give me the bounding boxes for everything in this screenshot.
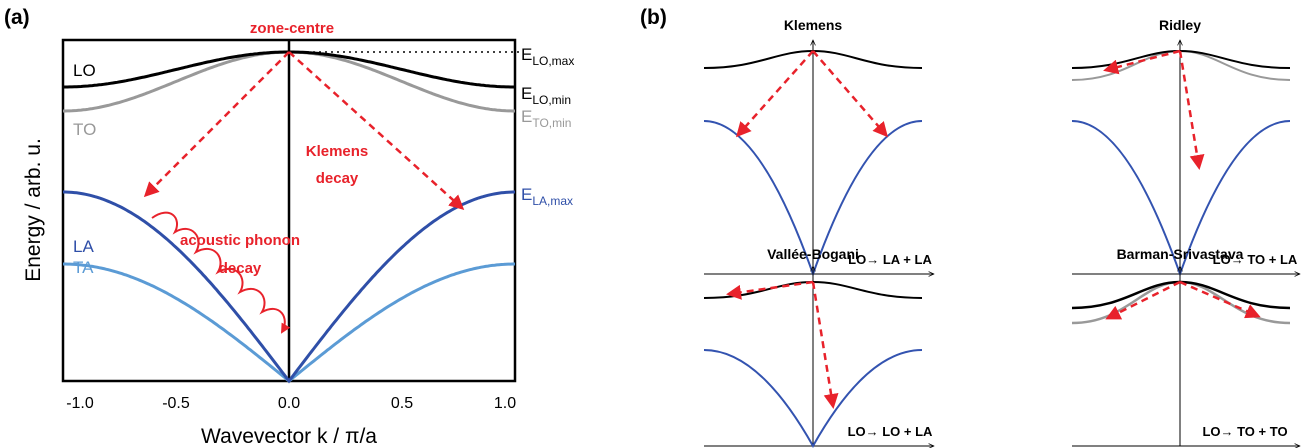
acoustic-branch-curve [703,349,923,448]
ta-branch-label: TA [73,258,94,277]
subpanel-vallee-bogani: Vallée-Bogani LO→ LO + LA [703,246,934,448]
lo-branch-curve [1071,280,1291,310]
e-lo-min-label: ELO,min [521,84,571,107]
to-branch-label: TO [73,120,96,139]
e-lo-max-label: ELO,max [521,45,574,68]
x-tick-label: 0.0 [278,395,300,412]
e-to-min-label: ETO,min [521,107,571,130]
x-tick-label: 1.0 [494,395,516,412]
decay-arrow [736,50,814,138]
decay-process-label: LO→ TO + LA [1213,252,1298,267]
klemens-arrow-right [288,51,465,211]
panel-b-label: (b) [640,6,667,29]
x-tick-label: -1.0 [66,395,94,412]
acoustic-decay-label-2: decay [219,260,262,277]
subpanel-klemens: Klemens LO→ LA + LA [703,17,934,278]
zone-centre-label: zone-centre [250,20,334,37]
decay-arrow [812,50,888,138]
panel-b: (b) Klemens LO→ LA + LA Ridley LO→ TO + … [640,6,1300,448]
decay-arrow [811,281,839,409]
decay-process-label: LO→ TO + TO [1202,424,1287,439]
subpanel-title: Ridley [1159,17,1201,33]
y-axis-title: Energy / arb. u. [22,138,45,282]
x-tick-label: -0.5 [162,395,190,412]
x-tick-label: 0.5 [391,395,413,412]
subpanel-title: Vallée-Bogani [767,246,859,262]
decay-arrow [1179,280,1261,319]
decay-arrow [1103,49,1181,75]
acoustic-decay-cascade [151,211,291,334]
decay-arrow [726,280,814,300]
panel-a-label: (a) [4,6,30,29]
decay-arrow [1105,280,1181,320]
la-branch-label: LA [73,237,94,256]
klemens-decay-label-1: Klemens [306,143,369,160]
la-branch-curve [63,190,515,384]
panel-a: (a) LO TO LA TA ELO,max ELO,min ETO,min … [4,6,574,448]
decay-process-label: LO→ LA + LA [848,252,932,267]
decay-process-label: LO→ LO + LA [848,424,933,439]
klemens-arrow-left [143,51,290,198]
decay-arrow [1178,50,1205,170]
acoustic-decay-label-1: acoustic phonon [180,232,300,249]
x-axis-title: Wavevector k / π/a [201,425,377,448]
lo-branch-label: LO [73,61,96,80]
e-la-max-label: ELA,max [521,185,573,208]
subpanel-title: Klemens [784,17,843,33]
subpanel-ridley: Ridley LO→ TO + LA [1071,17,1300,278]
subpanel-barman-srivastava: Barman-Srivastava LO→ TO + TO [1071,246,1300,446]
klemens-decay-label-2: decay [316,170,359,187]
subpanel-title: Barman-Srivastava [1117,246,1244,262]
